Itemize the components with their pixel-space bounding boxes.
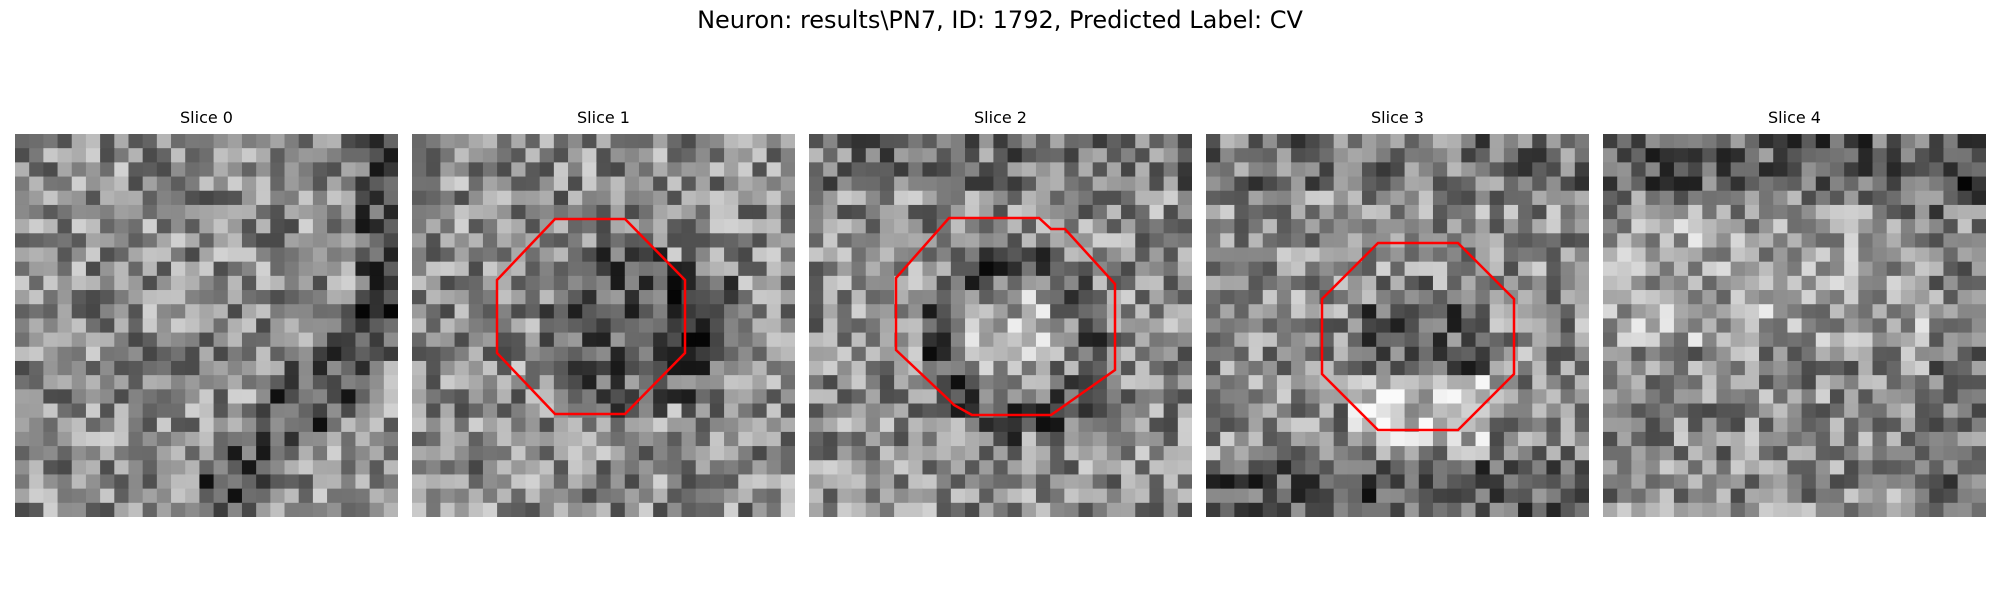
slice-image-3: [1206, 134, 1589, 517]
roi-outline: [495, 217, 687, 416]
pixel-grid: [412, 134, 795, 517]
slice-image-0: [15, 134, 398, 517]
slice-image-2: [809, 134, 1192, 517]
roi-outline: [1320, 241, 1516, 432]
slice-panel-0: Slice 0: [15, 107, 398, 517]
slice-title: Slice 3: [1371, 108, 1424, 127]
slice-image-4: [1603, 134, 1986, 517]
slice-panel-2: Slice 2: [809, 107, 1192, 517]
slice-panel-4: Slice 4: [1603, 107, 1986, 517]
pixel-grid: [1603, 134, 1986, 517]
figure-title: Neuron: results\PN7, ID: 1792, Predicted…: [697, 6, 1303, 34]
slice-title: Slice 2: [974, 108, 1027, 127]
pixel-grid: [15, 134, 398, 517]
slice-title: Slice 1: [577, 108, 630, 127]
slice-title: Slice 4: [1768, 108, 1821, 127]
slice-panel-1: Slice 1: [412, 107, 795, 517]
slice-panel-3: Slice 3: [1206, 107, 1589, 517]
pixel-grid: [1206, 134, 1589, 517]
roi-outline: [894, 216, 1117, 417]
slice-image-1: [412, 134, 795, 517]
pixel-grid: [809, 134, 1192, 517]
slice-title: Slice 0: [180, 108, 233, 127]
